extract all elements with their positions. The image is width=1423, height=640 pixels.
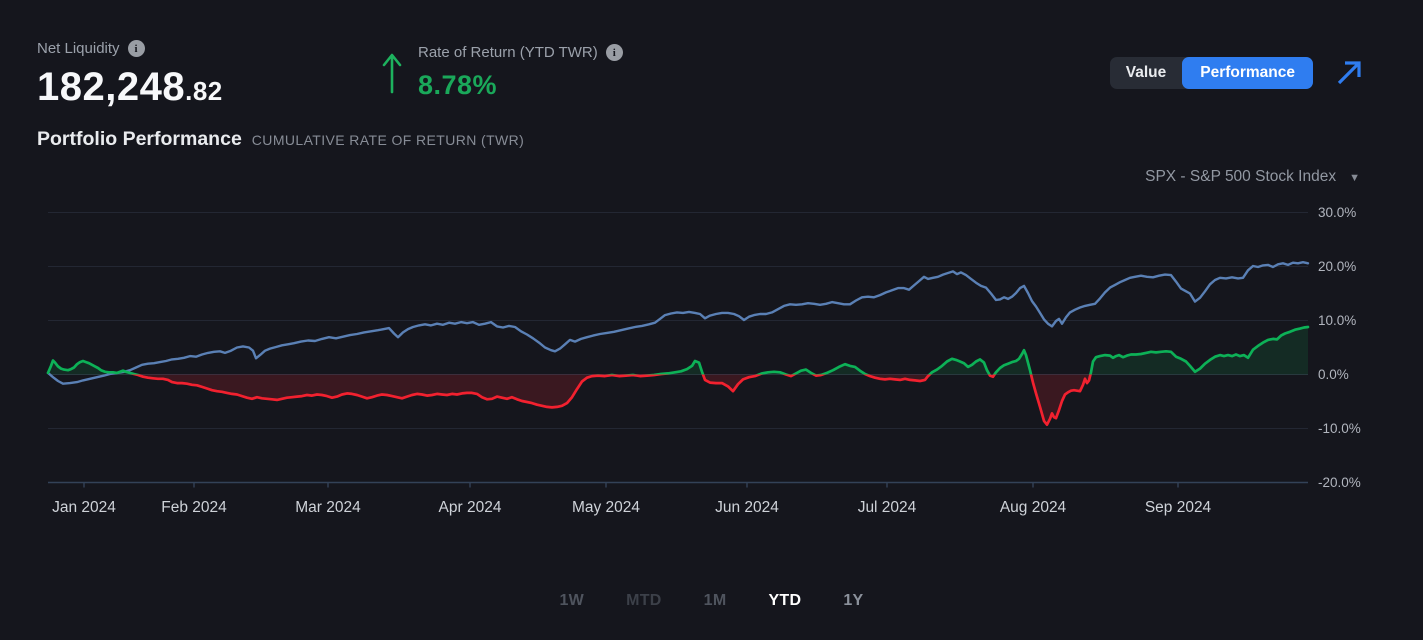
y-axis-tick-label: -10.0%	[1318, 421, 1361, 436]
portfolio-area-positive	[48, 327, 1308, 375]
net-liquidity-value: 182,248.82	[37, 65, 223, 110]
x-axis-tick-label: Apr 2024	[439, 499, 502, 516]
range-1y[interactable]: 1Y	[843, 592, 864, 609]
y-axis-tick-label: 10.0%	[1318, 313, 1356, 328]
net-liquidity-label: Net Liquidity	[37, 40, 120, 57]
range-mtd[interactable]: MTD	[626, 592, 662, 609]
range-1m[interactable]: 1M	[703, 592, 727, 609]
chevron-down-icon: ▼	[1349, 172, 1360, 184]
y-axis-tick-label: 30.0%	[1318, 205, 1356, 220]
x-axis-tick-label: Jan 2024	[52, 499, 116, 516]
page-title: Portfolio Performance	[37, 128, 242, 150]
portfolio-line-positive	[46, 325, 1310, 375]
portfolio-area-negative	[48, 374, 1308, 425]
benchmark-dropdown-label: SPX - S&P 500 Stock Index	[1145, 168, 1337, 185]
portfolio-line-negative	[130, 374, 1092, 427]
x-axis-tick-label: Mar 2024	[295, 499, 361, 516]
up-arrow-icon	[382, 53, 402, 94]
net-liquidity-block: Net Liquidity i 182,248.82	[37, 40, 223, 110]
performance-tab[interactable]: Performance	[1182, 57, 1313, 89]
section-title-row: Portfolio Performance CUMULATIVE RATE OF…	[37, 128, 524, 151]
info-icon[interactable]: i	[127, 40, 145, 57]
net-liquidity-decimal: .82	[185, 76, 223, 106]
y-axis-tick-label: 0.0%	[1318, 367, 1349, 382]
x-axis-tick-label: Sep 2024	[1145, 499, 1212, 516]
y-axis-tick-label: 20.0%	[1318, 259, 1356, 274]
x-axis-tick-label: Aug 2024	[1000, 499, 1067, 516]
y-axis-tick-label: -20.0%	[1318, 475, 1361, 490]
expand-arrow-icon[interactable]	[1334, 57, 1364, 87]
rate-of-return-block: Rate of Return (YTD TWR) i 8.78%	[380, 44, 623, 101]
value-performance-toggle: Value Performance	[1109, 57, 1313, 89]
time-range-selector: 1W MTD 1M YTD 1Y	[0, 592, 1423, 610]
x-axis-tick-label: May 2024	[572, 499, 640, 516]
info-icon[interactable]: i	[605, 44, 623, 61]
value-tab[interactable]: Value	[1125, 64, 1167, 81]
rate-of-return-value: 8.78%	[418, 70, 498, 100]
rate-of-return-label: Rate of Return (YTD TWR)	[418, 44, 598, 61]
range-1w[interactable]: 1W	[559, 592, 585, 609]
x-axis-tick-label: Jul 2024	[858, 499, 917, 516]
page-subtitle: CUMULATIVE RATE OF RETURN (TWR)	[251, 132, 525, 148]
net-liquidity-integer: 182,248	[37, 65, 186, 109]
x-axis-tick-label: Jun 2024	[715, 499, 779, 516]
x-axis-tick-label: Feb 2024	[161, 499, 227, 516]
spx-benchmark-line	[46, 261, 1310, 385]
range-ytd[interactable]: YTD	[768, 592, 802, 609]
benchmark-dropdown[interactable]: SPX - S&P 500 Stock Index ▼	[1145, 168, 1360, 186]
